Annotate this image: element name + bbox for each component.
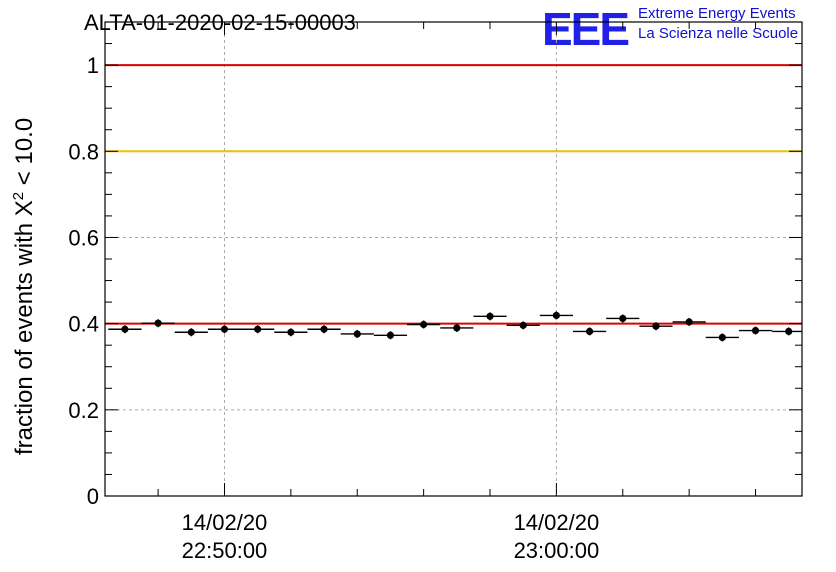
data-point (386, 331, 395, 339)
x-tick-label-date: 14/02/20 (514, 510, 600, 535)
plot-frame (104, 21, 803, 497)
data-point (353, 330, 361, 338)
data-point (652, 322, 660, 330)
y-tick-label: 0.2 (68, 398, 99, 423)
data-point (486, 312, 494, 320)
y-tick-label: 0.8 (68, 139, 99, 164)
data-point (154, 319, 162, 327)
data-point (220, 325, 229, 333)
y-tick-label: 0 (87, 484, 99, 509)
logo-text-line2: La Scienza nelle Scuole (638, 25, 799, 42)
data-point (685, 318, 693, 326)
data-point (453, 324, 461, 332)
data-point (254, 325, 262, 333)
logo-text-line1: Extreme Energy Events (638, 5, 796, 22)
data-point (585, 327, 594, 335)
x-tick-label-time: 22:50:00 (182, 538, 268, 563)
data-point (785, 327, 793, 335)
data-point (187, 328, 195, 336)
data-point (751, 326, 760, 335)
data-point (287, 328, 295, 336)
data-point (519, 321, 527, 329)
x-tick-label-date: 14/02/20 (182, 510, 268, 535)
data-point (718, 333, 726, 342)
y-tick-label: 1 (87, 53, 99, 78)
data-point (320, 325, 328, 333)
data-point (420, 320, 428, 329)
data-point (552, 311, 560, 320)
y-tick-label: 0.6 (68, 225, 99, 250)
data-point (121, 325, 129, 333)
x-tick-label-time: 23:00:00 (514, 538, 600, 563)
y-tick-label: 0.4 (68, 312, 99, 337)
data-point (619, 314, 627, 323)
